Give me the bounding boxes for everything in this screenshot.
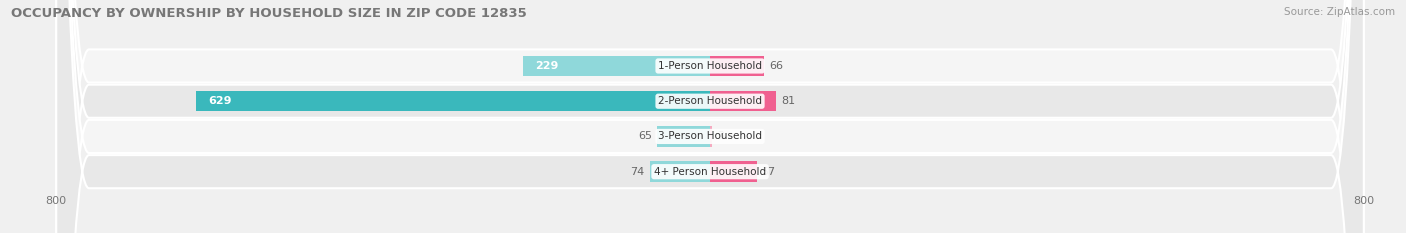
Text: 1-Person Household: 1-Person Household — [658, 61, 762, 71]
FancyBboxPatch shape — [56, 0, 1364, 233]
Text: 4+ Person Household: 4+ Person Household — [654, 167, 766, 177]
Text: 66: 66 — [769, 61, 783, 71]
Bar — [710, 56, 763, 76]
Bar — [710, 126, 713, 147]
Text: 3: 3 — [717, 131, 724, 141]
FancyBboxPatch shape — [56, 0, 1364, 233]
FancyBboxPatch shape — [56, 0, 1364, 233]
Bar — [195, 91, 710, 111]
Text: Source: ZipAtlas.com: Source: ZipAtlas.com — [1284, 7, 1395, 17]
Text: 229: 229 — [536, 61, 558, 71]
Text: 74: 74 — [630, 167, 644, 177]
Text: 629: 629 — [208, 96, 232, 106]
Text: 2-Person Household: 2-Person Household — [658, 96, 762, 106]
Text: 81: 81 — [782, 96, 796, 106]
Text: 65: 65 — [638, 131, 652, 141]
Bar — [650, 161, 710, 182]
Bar — [657, 126, 710, 147]
Text: 3-Person Household: 3-Person Household — [658, 131, 762, 141]
FancyBboxPatch shape — [56, 0, 1364, 233]
Bar — [710, 161, 756, 182]
Bar — [710, 91, 776, 111]
Text: OCCUPANCY BY OWNERSHIP BY HOUSEHOLD SIZE IN ZIP CODE 12835: OCCUPANCY BY OWNERSHIP BY HOUSEHOLD SIZE… — [11, 7, 527, 20]
Bar — [523, 56, 710, 76]
Text: 57: 57 — [762, 167, 776, 177]
